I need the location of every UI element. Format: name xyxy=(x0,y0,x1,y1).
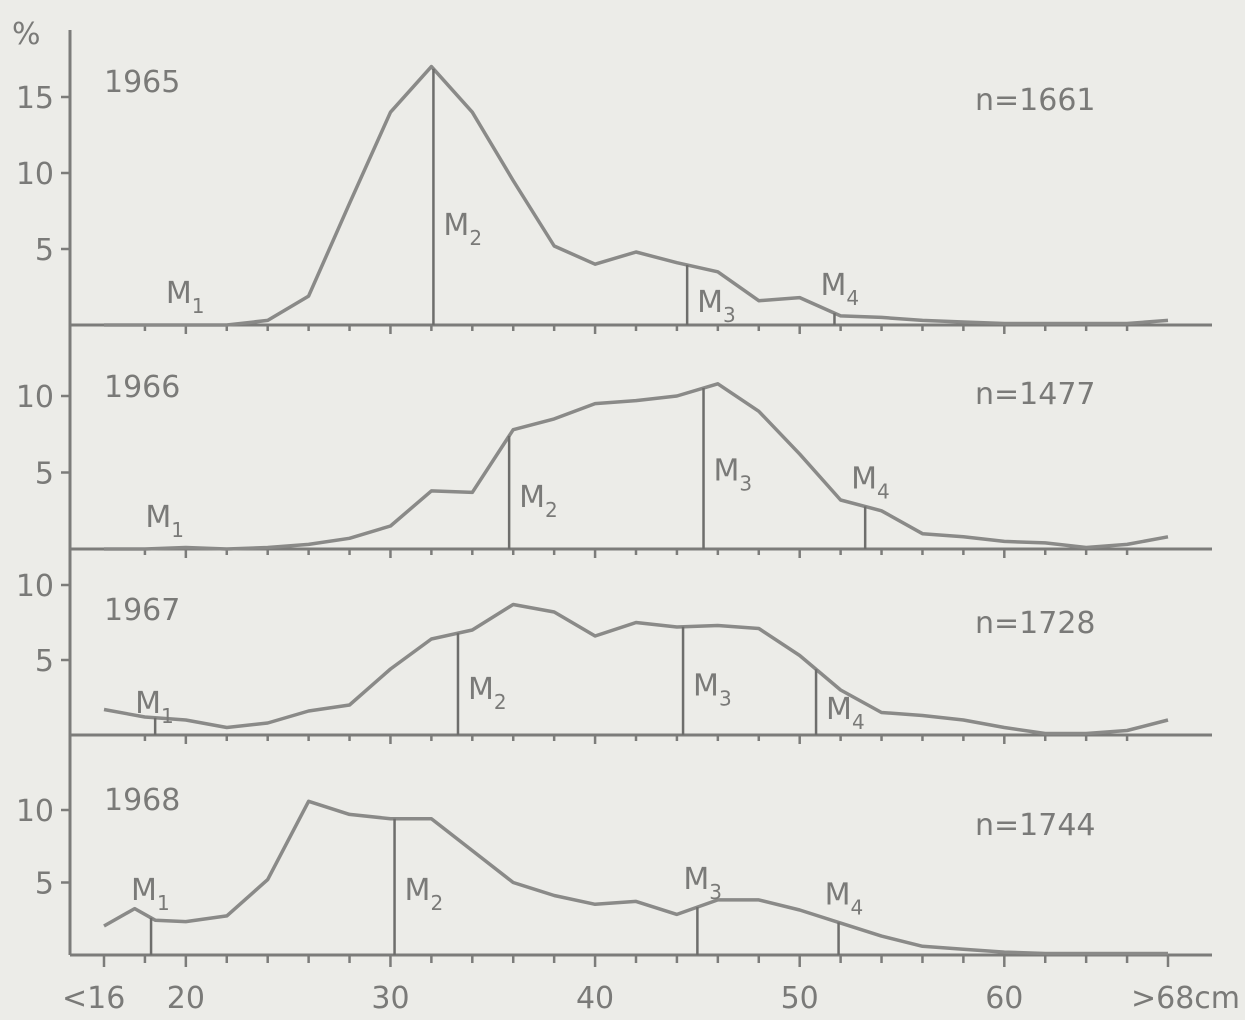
y-tick-label: 15 xyxy=(16,81,54,116)
y-tick-label: 10 xyxy=(16,157,54,192)
year-label: 1968 xyxy=(104,783,180,818)
marker-label: M3 xyxy=(714,453,753,495)
y-unit-label: % xyxy=(12,17,41,52)
y-tick-label: 10 xyxy=(16,380,54,415)
sample-size-label: n=1661 xyxy=(975,83,1096,118)
sample-size-label: n=1728 xyxy=(975,606,1096,641)
marker-subscript: 2 xyxy=(494,690,507,714)
marker-subscript: 1 xyxy=(161,704,174,728)
marker-subscript: 1 xyxy=(192,294,205,318)
marker-subscript: 1 xyxy=(157,891,170,915)
series-line-1967 xyxy=(103,602,1169,736)
marker-label: M1 xyxy=(166,276,205,318)
sample-size-label: n=1744 xyxy=(975,808,1096,843)
marker-subscript: 1 xyxy=(171,518,184,542)
marker-label: M4 xyxy=(851,461,890,503)
marker-subscript: 3 xyxy=(739,471,752,495)
marker-subscript: 3 xyxy=(723,303,736,327)
y-tick-label: 5 xyxy=(35,457,54,492)
marker-label: M4 xyxy=(825,877,864,919)
year-label: 1965 xyxy=(104,65,180,100)
panel-1966: 5 10 1966 n=1477 M1 M2 M3 M4 xyxy=(16,370,1212,558)
marker-label: M2 xyxy=(519,480,558,522)
marker-label: M3 xyxy=(683,862,722,904)
marker-label: M2 xyxy=(443,208,482,250)
sample-size-label: n=1477 xyxy=(975,377,1096,412)
x-tick-label: 60 xyxy=(985,981,1023,1016)
y-tick-label: 5 xyxy=(35,233,54,268)
y-tick-label: 10 xyxy=(16,569,54,604)
marker-label: M1 xyxy=(145,500,184,542)
marker-label: M3 xyxy=(693,668,732,710)
marker-subscript: 4 xyxy=(846,286,859,310)
x-tick-label: <16 xyxy=(62,981,125,1016)
x-tick-label: >68cm xyxy=(1131,981,1240,1016)
series-line-1966 xyxy=(104,382,1169,551)
marker-label: M4 xyxy=(820,268,859,310)
marker-label: M2 xyxy=(468,672,507,714)
marker-subscript: 2 xyxy=(469,226,482,250)
marker-subscript: 4 xyxy=(852,710,865,734)
marker-subscript: 4 xyxy=(877,479,890,503)
marker-subscript: 3 xyxy=(709,880,722,904)
year-label: 1967 xyxy=(104,593,180,628)
marker-label: M2 xyxy=(405,873,444,915)
series-line-1965 xyxy=(104,64,1169,327)
y-tick-label: 5 xyxy=(35,644,54,679)
x-tick-label: 50 xyxy=(781,981,819,1016)
marker-subscript: 2 xyxy=(430,891,443,915)
year-label: 1966 xyxy=(104,370,180,405)
marker-label: M3 xyxy=(697,285,736,327)
x-tick-label: 30 xyxy=(371,981,409,1016)
panel-1965: 5 10 15 1965 n=1661 M1 M2 M3 M4 xyxy=(16,64,1212,334)
marker-subscript: 3 xyxy=(719,686,732,710)
marker-label: M1 xyxy=(131,873,170,915)
y-tick-label: 10 xyxy=(16,794,54,829)
x-axis: <16 20 30 40 50 60 >68cm xyxy=(62,955,1240,1016)
y-tick-label: 5 xyxy=(35,867,54,902)
series-line-1968 xyxy=(103,799,1168,956)
marker-subscript: 4 xyxy=(850,895,863,919)
x-tick-label: 20 xyxy=(167,981,205,1016)
panel-1968: 5 10 1968 n=1744 M1 M2 M3 M4 xyxy=(16,783,1212,957)
marker-subscript: 2 xyxy=(545,498,558,522)
x-tick-label: 40 xyxy=(576,981,614,1016)
